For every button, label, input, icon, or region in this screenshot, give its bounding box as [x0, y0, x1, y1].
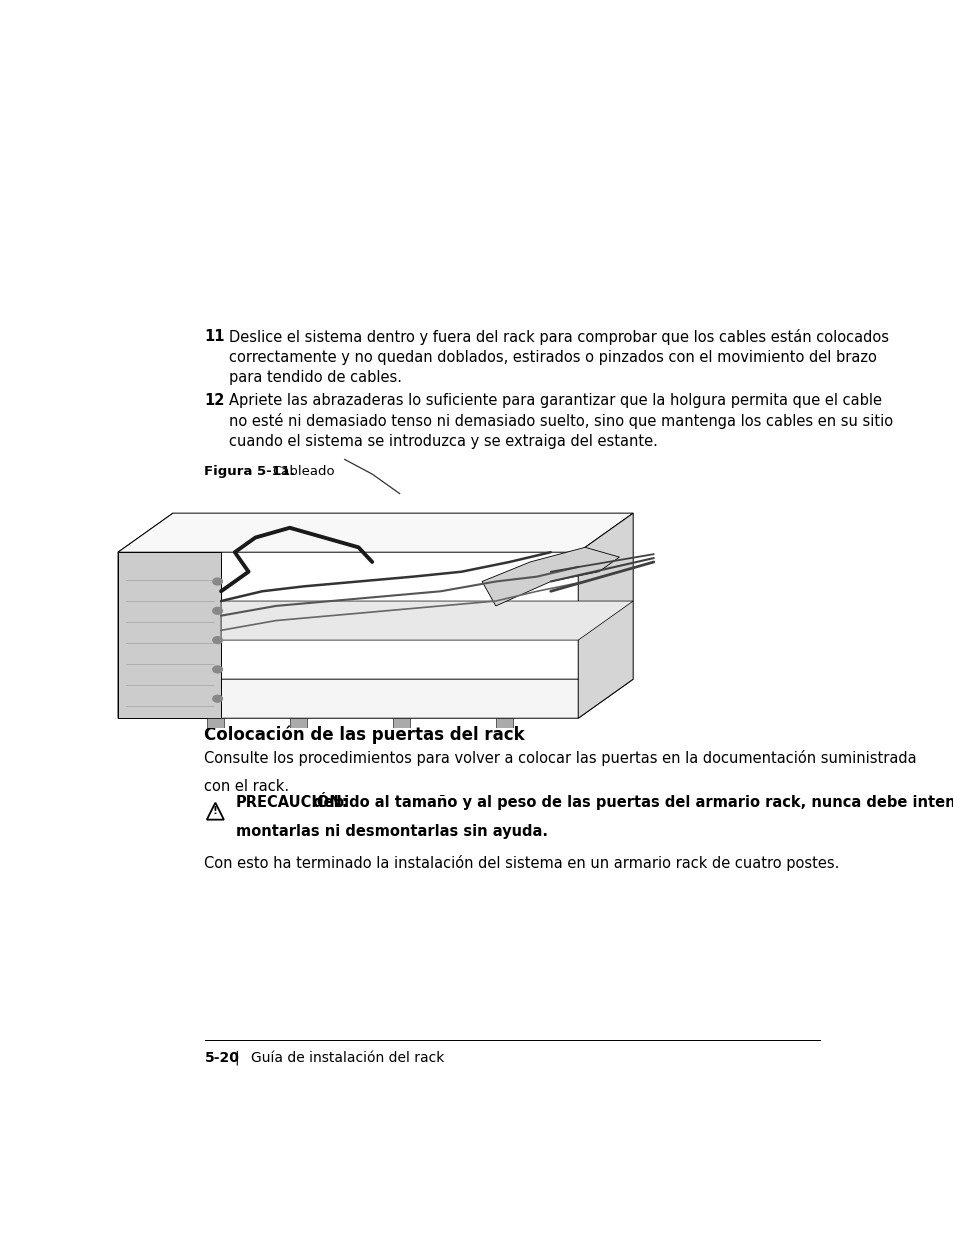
Text: Deslice el sistema dentro y fuera del rack para comprobar que los cables están c: Deslice el sistema dentro y fuera del ra… [229, 330, 888, 385]
Text: debido al tamaño y al peso de las puertas del armario rack, nunca debe intentar: debido al tamaño y al peso de las puerta… [307, 795, 953, 810]
Text: Cableado: Cableado [273, 466, 335, 478]
Polygon shape [290, 719, 307, 727]
Polygon shape [578, 513, 633, 719]
Text: !: ! [213, 805, 217, 816]
Polygon shape [207, 719, 224, 727]
Circle shape [213, 608, 222, 614]
Polygon shape [393, 719, 410, 727]
Polygon shape [118, 513, 172, 719]
Circle shape [213, 666, 222, 673]
Circle shape [213, 578, 222, 585]
Polygon shape [118, 679, 633, 719]
Text: 5-20: 5-20 [204, 1051, 239, 1065]
Text: Apriete las abrazaderas lo suficiente para garantizar que la holgura permita que: Apriete las abrazaderas lo suficiente pa… [229, 393, 893, 450]
Text: |: | [233, 1051, 238, 1065]
Polygon shape [221, 601, 633, 640]
Polygon shape [496, 719, 513, 727]
Text: 11: 11 [204, 330, 225, 345]
Text: PRECAUCIÓN:: PRECAUCIÓN: [235, 795, 348, 810]
Text: montarlas ni desmontarlas sin ayuda.: montarlas ni desmontarlas sin ayuda. [235, 824, 547, 840]
Text: Con esto ha terminado la instalación del sistema en un armario rack de cuatro po: Con esto ha terminado la instalación del… [204, 855, 839, 871]
Polygon shape [481, 547, 618, 606]
Text: con el rack.: con el rack. [204, 779, 290, 794]
Circle shape [213, 695, 222, 703]
Polygon shape [118, 552, 221, 719]
Polygon shape [118, 513, 633, 552]
Text: Consulte los procedimientos para volver a colocar las puertas en la documentació: Consulte los procedimientos para volver … [204, 751, 916, 767]
Text: Guía de instalación del rack: Guía de instalación del rack [251, 1051, 444, 1065]
Text: 12: 12 [204, 393, 225, 408]
Circle shape [213, 637, 222, 643]
Text: Colocación de las puertas del rack: Colocación de las puertas del rack [204, 726, 524, 745]
Text: Figura 5-11.: Figura 5-11. [204, 466, 295, 478]
